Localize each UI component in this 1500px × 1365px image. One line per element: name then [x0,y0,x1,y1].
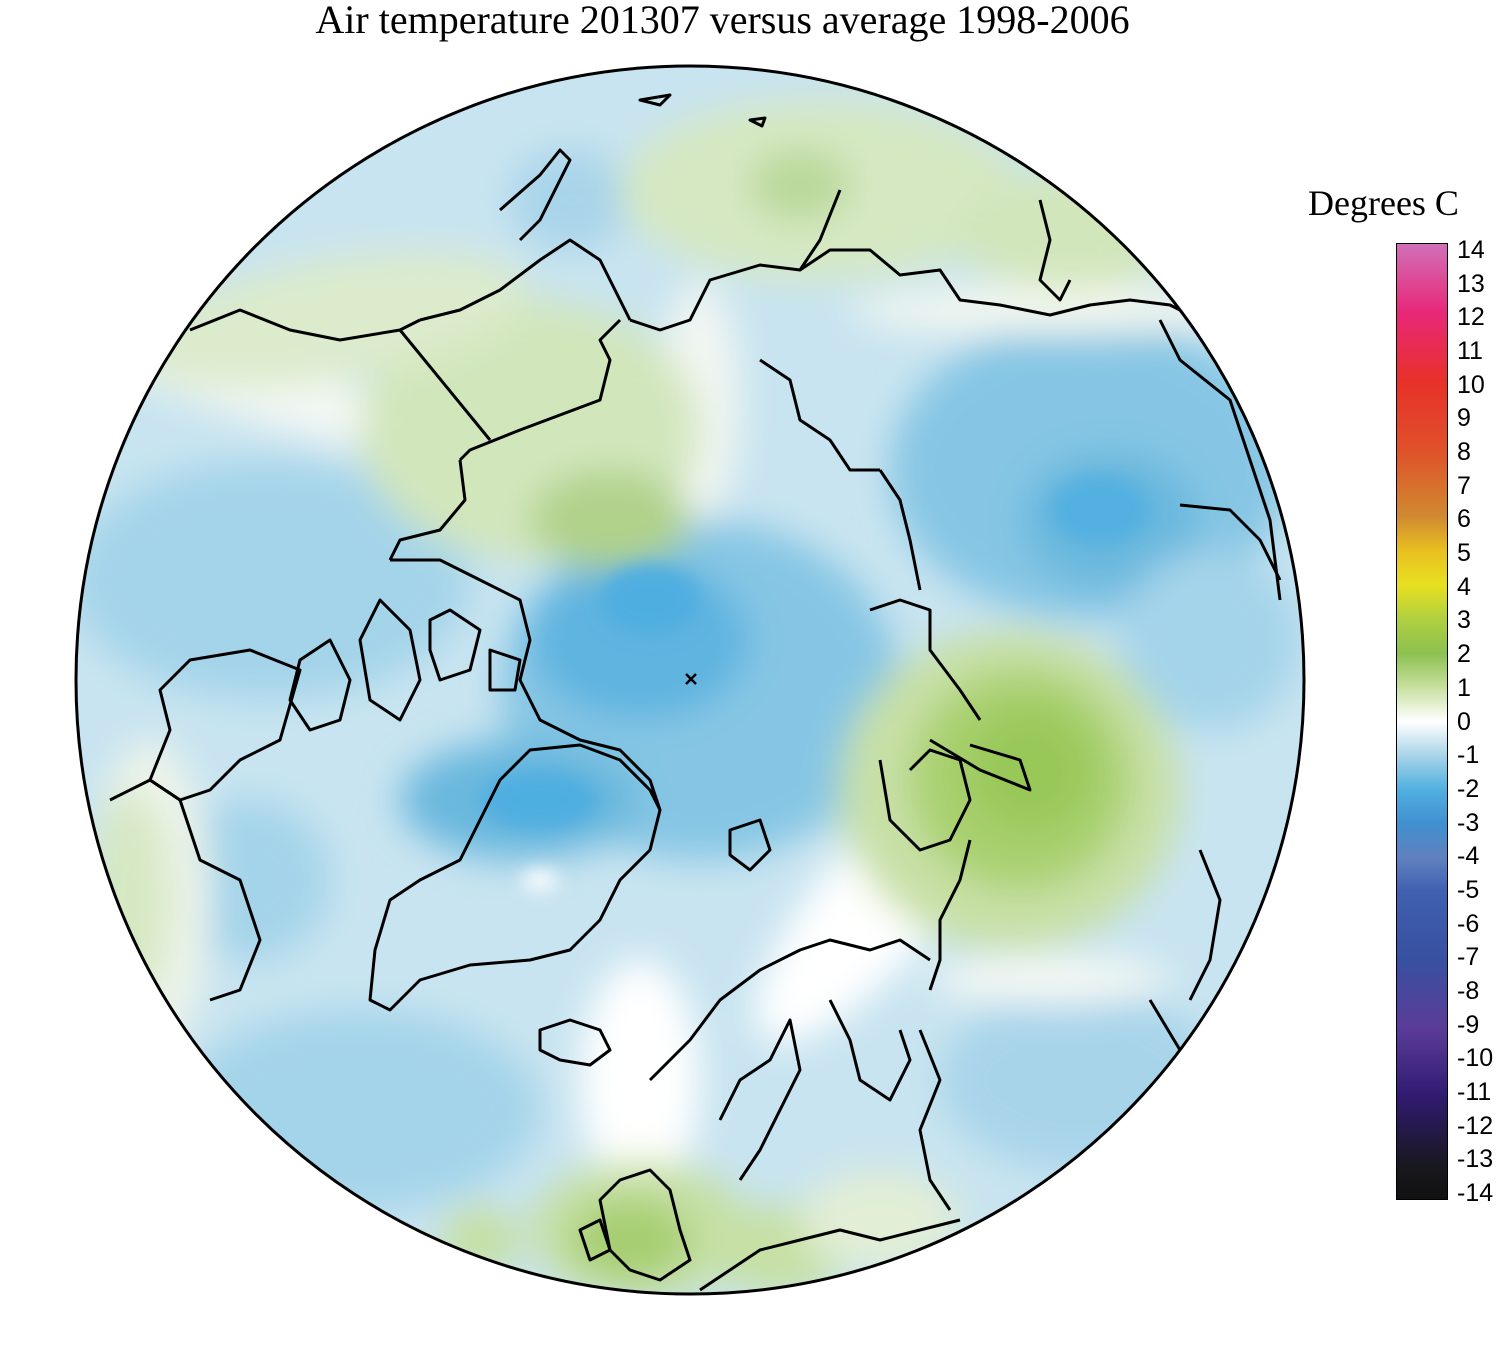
colorbar-tick-label: 2 [1457,640,1471,669]
colorbar-tick-label: -9 [1457,1010,1480,1039]
colorbar-tick-label: 0 [1457,707,1471,736]
colorbar [1396,243,1448,1200]
colorbar-tick-label: 11 [1457,337,1483,366]
colorbar-tick-label: 4 [1457,572,1471,601]
colorbar-tick-label: 7 [1457,471,1471,500]
colorbar-tick-label: -1 [1457,741,1480,770]
colorbar-tick-label: -10 [1457,1044,1494,1073]
anomaly-field [76,66,1304,1294]
colorbar-tick-label: -3 [1457,808,1480,837]
colorbar-tick-label: -8 [1457,976,1480,1005]
colorbar-tick-label: -11 [1457,1077,1492,1106]
colorbar-tick-label: 6 [1457,505,1471,534]
colorbar-tick-label: -4 [1457,842,1480,871]
colorbar-tick-label: 14 [1457,236,1485,264]
colorbar-tick-label: 13 [1457,269,1485,298]
colorbar-tick-label: -5 [1457,875,1480,904]
colorbar-tick-label: 9 [1457,404,1471,433]
colorbar-tick-label: 3 [1457,606,1471,635]
north-pole-marker [685,673,697,685]
colorbar-tick-label: -6 [1457,909,1480,938]
colorbar-tick-label: 8 [1457,438,1471,467]
page-title: Air temperature 201307 versus average 19… [315,0,1130,42]
colorbar-tick-label: 1 [1457,673,1471,702]
legend-title: Degrees C [1308,183,1459,223]
colorbar-tick-label: -14 [1457,1179,1494,1207]
colorbar-tick-label: 5 [1457,539,1471,568]
colorbar-tick-label: -7 [1457,943,1480,972]
colorbar-tick-label: 10 [1457,370,1485,399]
colorbar-tick-label: -2 [1457,774,1480,803]
colorbar-tick-label: -13 [1457,1145,1494,1174]
colorbar-tick-label: -12 [1457,1111,1494,1140]
colorbar-tick-label: 12 [1457,303,1485,332]
map-boundary [74,64,1306,1296]
